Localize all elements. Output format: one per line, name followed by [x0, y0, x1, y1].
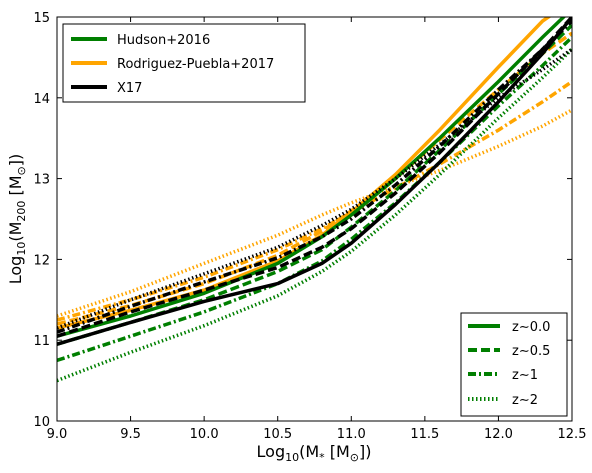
series-layer — [57, 17, 572, 383]
legend-redshifts-box — [460, 312, 568, 417]
legend-rodriguez-label: Rodriguez-Puebla+2017 — [117, 57, 274, 72]
y-tick-label: 12 — [33, 253, 50, 268]
legend-z05-label: z∼0.5 — [512, 344, 550, 359]
legend-redshifts: z∼0.0 z∼0.5 z∼1 z∼2 — [460, 312, 568, 417]
x-tick-label: 10.0 — [190, 427, 219, 442]
series-hudson-z2-line — [57, 48, 572, 383]
legend-z1-label: z∼1 — [512, 368, 538, 383]
x-tick-label: 9.5 — [120, 427, 141, 442]
series-rodriguez-z1-line — [57, 80, 572, 322]
legend-x17-label: X17 — [117, 81, 142, 96]
x-tick-label: 12.0 — [484, 427, 513, 442]
series-x17-z05-line — [57, 17, 572, 338]
y-tick-label: 13 — [33, 173, 50, 188]
series-x17-z00-line — [57, 17, 572, 346]
x-tick-label: 11.0 — [337, 427, 366, 442]
series-hudson-z00-line — [57, 17, 567, 338]
x-axis-label: Log10(M* [M⊙]) — [257, 442, 372, 464]
legend-z2-label: z∼2 — [512, 393, 538, 408]
y-axis-label: Log10(M200 [M⊙]) — [6, 154, 28, 284]
legend-hudson-label: Hudson+2016 — [117, 33, 210, 48]
x-tick-label: 10.5 — [263, 427, 292, 442]
x-tick-label: 9.0 — [47, 427, 68, 442]
x-tick-label: 12.5 — [558, 427, 587, 442]
series-rodriguez-z2-line — [57, 108, 572, 318]
series-hudson-z1-line — [57, 35, 572, 363]
x-tick-label: 11.5 — [410, 427, 439, 442]
axis-ticks: 9.0 9.5 10.0 10.5 11.0 11.5 12.0 12.5 10 11 12 13 14… — [33, 11, 586, 442]
plot-frame — [56, 16, 573, 422]
y-tick-label: 15 — [33, 11, 50, 26]
y-tick-label: 10 — [33, 415, 50, 430]
series-x17-z1-line — [57, 19, 572, 334]
y-tick-label: 11 — [33, 334, 50, 349]
legend-z0-label: z∼0.0 — [512, 320, 550, 335]
series-x17-z2-line — [57, 47, 572, 330]
y-tick-label: 14 — [33, 92, 50, 107]
legend-models: Hudson+2016 Rodriguez-Puebla+2017 X17 — [62, 23, 306, 103]
